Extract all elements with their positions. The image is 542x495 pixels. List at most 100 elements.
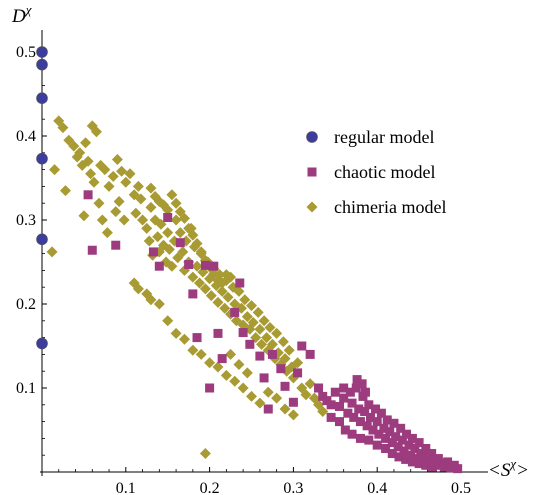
chimeria-point bbox=[277, 336, 289, 348]
chimeria-point bbox=[233, 358, 245, 370]
x-tick-label: 0.2 bbox=[200, 480, 220, 495]
chimeria-point bbox=[261, 332, 273, 344]
chaotic-point bbox=[297, 341, 307, 351]
chimeria-point bbox=[99, 164, 111, 176]
chimeria-point bbox=[137, 214, 149, 226]
x-axis-title: <Sχ> bbox=[488, 456, 529, 481]
chaotic-point bbox=[410, 443, 420, 453]
chaotic-point bbox=[305, 349, 315, 359]
chimeria-point bbox=[258, 315, 270, 327]
chimeria-point bbox=[116, 165, 128, 177]
chimeria-point bbox=[80, 137, 92, 149]
chimeria-point bbox=[141, 222, 153, 234]
chimeria-point bbox=[143, 235, 155, 247]
chimeria-point bbox=[233, 285, 245, 297]
chimeria-point bbox=[170, 214, 182, 226]
chaotic-point bbox=[387, 438, 397, 448]
x-tick-label: 0.5 bbox=[451, 480, 471, 495]
chaotic-point bbox=[391, 432, 401, 442]
chimeria-point bbox=[145, 294, 157, 306]
chimeria-point bbox=[178, 212, 190, 224]
chimeria-point bbox=[212, 361, 224, 373]
chaotic-point bbox=[347, 429, 357, 439]
chimeria-point bbox=[145, 201, 157, 213]
chaotic-point bbox=[280, 381, 290, 391]
chaotic-point bbox=[340, 425, 350, 435]
chaotic-point bbox=[205, 383, 215, 393]
chimeria-point bbox=[212, 296, 224, 308]
chimeria-point bbox=[120, 176, 132, 188]
regular-point bbox=[36, 233, 48, 246]
chimeria-point bbox=[82, 155, 94, 167]
x-ticks: 0.1 0.2 0.3 0.4 0.5 bbox=[58, 467, 471, 495]
chaotic-point bbox=[364, 435, 374, 445]
legend-label-chimeria: chimeria model bbox=[334, 197, 446, 217]
chimeria-point bbox=[304, 378, 316, 390]
x-tick-label: 0.4 bbox=[367, 480, 387, 495]
chaotic-point bbox=[416, 449, 426, 459]
chaotic-point bbox=[382, 415, 392, 425]
chimeria-point bbox=[287, 409, 299, 421]
chimeria-point bbox=[216, 277, 228, 289]
chaotic-point bbox=[334, 417, 344, 427]
chimeria-point bbox=[271, 392, 283, 404]
chimeria-point bbox=[170, 197, 182, 209]
chaotic-point bbox=[421, 443, 431, 453]
chimeria-point bbox=[59, 185, 71, 197]
chaotic-point bbox=[255, 351, 265, 361]
chaotic-point bbox=[111, 240, 121, 250]
chaotic-point bbox=[148, 247, 158, 257]
chimeria-point bbox=[254, 323, 266, 335]
chimeria-point bbox=[166, 189, 178, 201]
chaotic-point bbox=[188, 289, 198, 299]
chaotic-point bbox=[362, 421, 372, 431]
chaotic-point bbox=[364, 400, 374, 410]
chaotic-point bbox=[87, 245, 97, 255]
chimeria-point bbox=[85, 168, 97, 180]
regular-point bbox=[36, 152, 48, 165]
legend-marker-chaotic bbox=[307, 167, 317, 177]
chaotic-point bbox=[192, 333, 202, 343]
y-tick-label: 0.2 bbox=[16, 296, 36, 313]
chaotic-point bbox=[343, 408, 353, 418]
chaotic-point bbox=[326, 412, 336, 422]
regular-point bbox=[36, 337, 48, 350]
chimeria-point bbox=[57, 122, 69, 134]
chaotic-point bbox=[393, 442, 403, 452]
chimeria-point bbox=[262, 386, 274, 398]
chaotic-point bbox=[245, 339, 255, 349]
chimeria-point bbox=[194, 277, 206, 289]
y-axis-title: Dχ bbox=[11, 2, 32, 27]
axes bbox=[40, 30, 488, 476]
chimeria-point bbox=[187, 271, 199, 283]
chimeria-point bbox=[152, 231, 164, 243]
chimeria-point bbox=[264, 322, 276, 334]
chaotic-point bbox=[238, 328, 248, 338]
chaotic-point bbox=[354, 404, 364, 414]
chimeria-point bbox=[195, 246, 207, 258]
chimeria-point bbox=[124, 168, 136, 180]
chimeria-point bbox=[271, 327, 283, 339]
chaotic-point bbox=[209, 261, 219, 271]
chimeria-point bbox=[283, 344, 295, 356]
chimeria-point bbox=[93, 197, 105, 209]
chaotic-point bbox=[439, 462, 449, 472]
chimeria-point bbox=[225, 348, 237, 360]
chimeria-point bbox=[199, 283, 211, 295]
chaotic-point bbox=[288, 397, 298, 407]
chimeria-point bbox=[178, 333, 190, 345]
chaotic-point bbox=[235, 278, 245, 288]
chimeria-point bbox=[162, 315, 174, 327]
chaotic-point bbox=[217, 354, 227, 364]
chaotic-point bbox=[355, 417, 365, 427]
chimeria-point bbox=[162, 227, 174, 239]
chimeria-point bbox=[101, 227, 113, 239]
chimeria-point bbox=[252, 306, 264, 318]
chaotic-point bbox=[360, 407, 370, 417]
chimeria-point bbox=[220, 369, 232, 381]
regular-point bbox=[36, 46, 48, 58]
legend-label-regular: regular model bbox=[334, 127, 434, 147]
chimeria-point bbox=[191, 238, 203, 250]
chimeria-point bbox=[279, 353, 291, 365]
chimeria-point bbox=[74, 147, 86, 159]
